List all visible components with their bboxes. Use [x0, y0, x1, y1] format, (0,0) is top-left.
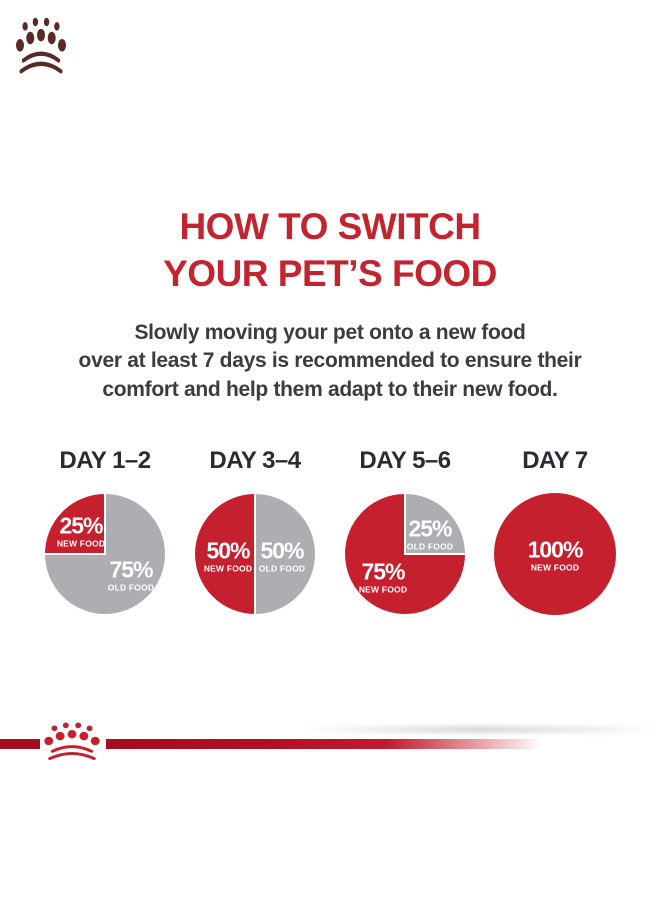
footer-divider-right — [106, 739, 560, 749]
pie-chart-svg — [494, 493, 616, 615]
pie-slice-label-new-food: 25% NEW FOOD — [57, 514, 105, 548]
slice-percent: 100% — [527, 536, 584, 563]
pie-column-day-3–4: DAY 3–4 50% NEW FOOD 50% OLD FOOD — [180, 447, 330, 616]
pie-chart: 75% NEW FOOD 25% OLD FOOD — [343, 492, 467, 616]
slice-caption: NEW FOOD — [358, 584, 408, 595]
slice-percent: 25% — [408, 515, 452, 542]
pies-row: DAY 1–2 25% NEW FOOD 75% OLD FOOD DAY 3–4 50% N… — [0, 447, 660, 616]
pie-chart-svg — [193, 492, 317, 616]
royal-canin-crown-icon — [13, 17, 69, 82]
slice-caption: OLD FOOD — [258, 563, 306, 574]
slice-percent: 50% — [260, 537, 304, 564]
pie-chart-svg — [43, 492, 167, 616]
pie-column-day-5–6: DAY 5–6 75% NEW FOOD 25% OLD FOOD — [330, 447, 480, 616]
royal-canin-crown-icon — [41, 722, 103, 767]
slice-caption: NEW FOOD — [56, 538, 106, 549]
page-title-line1: HOW TO SWITCH — [179, 206, 481, 247]
slice-percent: 50% — [206, 537, 250, 564]
pie-chart: 25% NEW FOOD 75% OLD FOOD — [43, 492, 167, 616]
pie-slice-label-new-food: 100% NEW FOOD — [527, 536, 584, 573]
pie-slice-label-new-food: 50% NEW FOOD — [204, 539, 252, 573]
intro-line: comfort and help them adapt to their new… — [102, 377, 558, 401]
pie-day-heading: DAY 1–2 — [59, 447, 151, 474]
slice-caption: OLD FOOD — [107, 582, 155, 593]
slice-percent: 75% — [361, 558, 405, 585]
royal-canin-crown-icon — [44, 722, 100, 761]
slice-caption: NEW FOOD — [530, 562, 580, 573]
pie-slice-label-new-food: 75% NEW FOOD — [359, 560, 407, 594]
footer-divider-left — [0, 739, 40, 749]
brand-logo-top — [13, 14, 69, 78]
royal-canin-crown-icon — [15, 17, 67, 74]
pie-slice-label-old-food: 75% OLD FOOD — [108, 558, 154, 592]
pie-chart: 100% NEW FOOD — [493, 492, 617, 616]
pie-chart: 50% NEW FOOD 50% OLD FOOD — [193, 492, 317, 616]
pie-day-heading: DAY 5–6 — [359, 447, 451, 474]
pie-column-day-7: DAY 7 100% NEW FOOD — [480, 447, 630, 616]
pie-chart-svg — [343, 492, 467, 616]
intro-line: Slowly moving your pet onto a new food — [134, 321, 526, 344]
page-title: HOW TO SWITCH YOUR PET’S FOOD — [0, 203, 660, 298]
pie-day-heading: DAY 3–4 — [209, 447, 301, 474]
page-title-line2: YOUR PET’S FOOD — [163, 253, 497, 295]
slice-percent: 25% — [59, 512, 103, 539]
pie-slice-label-old-food: 50% OLD FOOD — [259, 539, 305, 573]
pie-day-heading: DAY 7 — [522, 447, 588, 474]
pie-column-day-1–2: DAY 1–2 25% NEW FOOD 75% OLD FOOD — [30, 447, 180, 616]
slice-percent: 75% — [109, 556, 153, 583]
slice-caption: NEW FOOD — [203, 563, 253, 574]
slice-caption: OLD FOOD — [406, 541, 454, 552]
pie-slice-label-old-food: 25% OLD FOOD — [407, 517, 453, 551]
divider-shadow — [300, 726, 656, 733]
intro-text: Slowly moving your pet onto a new food o… — [0, 319, 660, 404]
intro-line: over at least 7 days is recommended to e… — [78, 349, 582, 373]
brand-logo-bottom — [41, 720, 103, 763]
